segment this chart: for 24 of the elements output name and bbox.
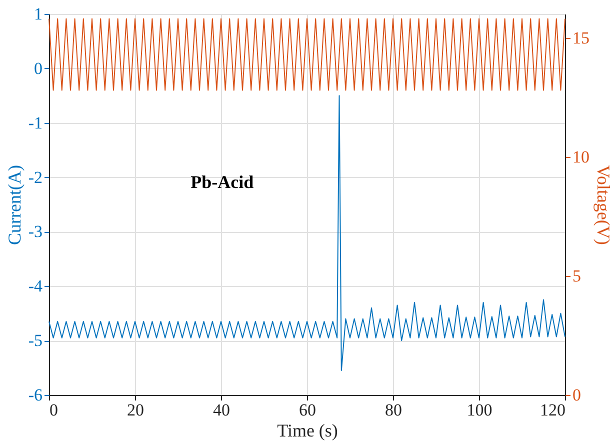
x-tick-label: 120 <box>540 400 566 420</box>
y-tick-label: -3 <box>28 222 42 242</box>
y2-tick-label: 15 <box>572 28 590 48</box>
y-axis-title: Current(A) <box>4 165 24 245</box>
annotation: Pb-Acid <box>190 172 254 192</box>
y2-tick-label: 5 <box>572 266 581 286</box>
y-tick-label: 0 <box>34 58 42 78</box>
x-axis-title: Time (s) <box>277 420 338 440</box>
x-tick-label: 80 <box>385 400 402 420</box>
y2-tick-label: 0 <box>572 386 581 404</box>
x-tick-label: 20 <box>127 400 144 420</box>
x-tick-label: 0 <box>50 400 58 420</box>
line-series <box>48 95 566 372</box>
x-tick-label: 40 <box>213 400 230 420</box>
y-tick-label: 1 <box>34 4 42 24</box>
x-tick-label: 60 <box>299 400 316 420</box>
y2-tick-label: 10 <box>572 147 590 166</box>
y2-axis-title: Voltage(V) <box>594 165 614 245</box>
y-tick-label: -4 <box>28 276 43 296</box>
x-tick-label: 100 <box>466 400 492 420</box>
y-tick-label: -1 <box>28 113 42 132</box>
y-tick-label: -6 <box>28 386 42 404</box>
y-tick-label: -5 <box>28 331 42 350</box>
y-tick-label: -2 <box>28 168 42 187</box>
